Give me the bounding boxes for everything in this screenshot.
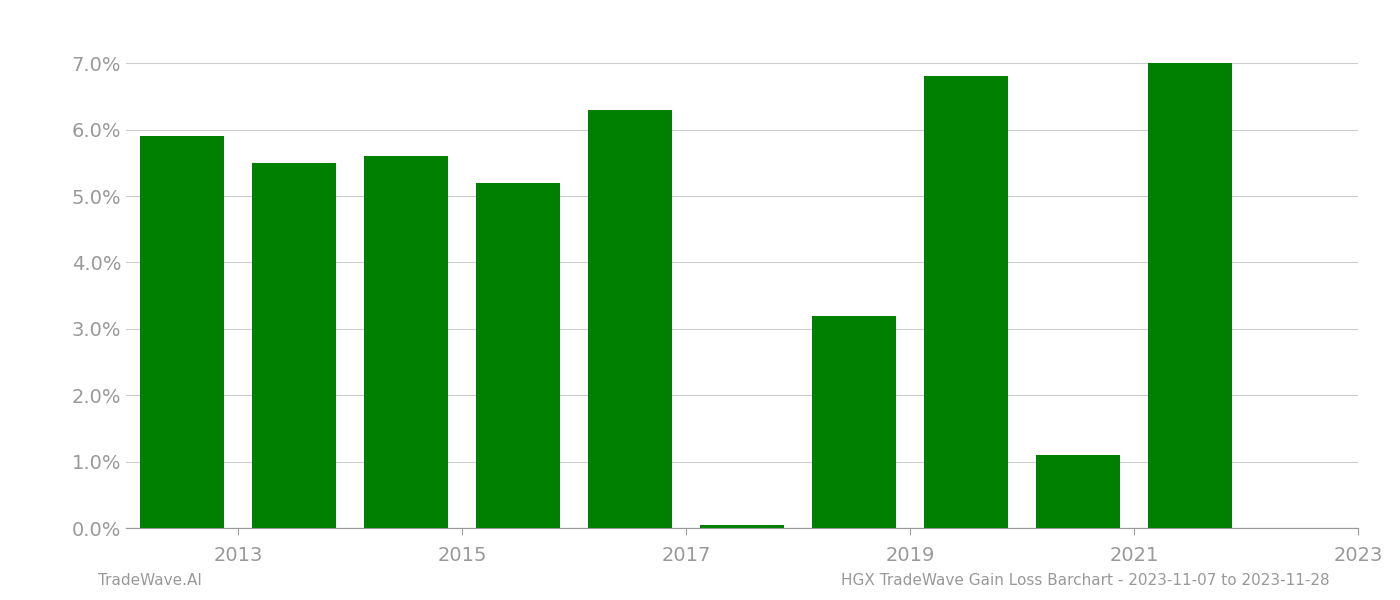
Text: HGX TradeWave Gain Loss Barchart - 2023-11-07 to 2023-11-28: HGX TradeWave Gain Loss Barchart - 2023-… (841, 573, 1330, 588)
Bar (1148, 63, 1232, 528)
Text: TradeWave.AI: TradeWave.AI (98, 573, 202, 588)
Bar (252, 163, 336, 528)
Bar (364, 156, 448, 528)
Bar (140, 136, 224, 528)
Bar (812, 316, 896, 528)
Bar (1036, 455, 1120, 528)
Bar (588, 110, 672, 528)
Bar (700, 524, 784, 528)
Bar (924, 76, 1008, 528)
Bar (476, 183, 560, 528)
